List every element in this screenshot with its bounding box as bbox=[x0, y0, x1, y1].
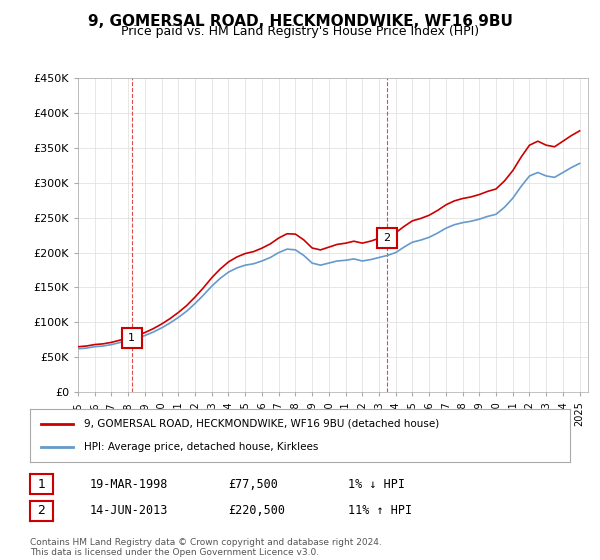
Text: Contains HM Land Registry data © Crown copyright and database right 2024.
This d: Contains HM Land Registry data © Crown c… bbox=[30, 538, 382, 557]
Text: 1% ↓ HPI: 1% ↓ HPI bbox=[348, 478, 405, 491]
Text: 9, GOMERSAL ROAD, HECKMONDWIKE, WF16 9BU (detached house): 9, GOMERSAL ROAD, HECKMONDWIKE, WF16 9BU… bbox=[84, 419, 439, 429]
Text: 14-JUN-2013: 14-JUN-2013 bbox=[90, 504, 169, 517]
Text: HPI: Average price, detached house, Kirklees: HPI: Average price, detached house, Kirk… bbox=[84, 442, 319, 452]
Text: £220,500: £220,500 bbox=[228, 504, 285, 517]
Text: 11% ↑ HPI: 11% ↑ HPI bbox=[348, 504, 412, 517]
Text: Price paid vs. HM Land Registry's House Price Index (HPI): Price paid vs. HM Land Registry's House … bbox=[121, 25, 479, 38]
Text: 19-MAR-1998: 19-MAR-1998 bbox=[90, 478, 169, 491]
Text: 2: 2 bbox=[383, 234, 390, 244]
Text: 1: 1 bbox=[37, 478, 46, 491]
Text: 9, GOMERSAL ROAD, HECKMONDWIKE, WF16 9BU: 9, GOMERSAL ROAD, HECKMONDWIKE, WF16 9BU bbox=[88, 14, 512, 29]
Text: 1: 1 bbox=[128, 333, 135, 343]
Text: £77,500: £77,500 bbox=[228, 478, 278, 491]
Text: 2: 2 bbox=[37, 504, 46, 517]
